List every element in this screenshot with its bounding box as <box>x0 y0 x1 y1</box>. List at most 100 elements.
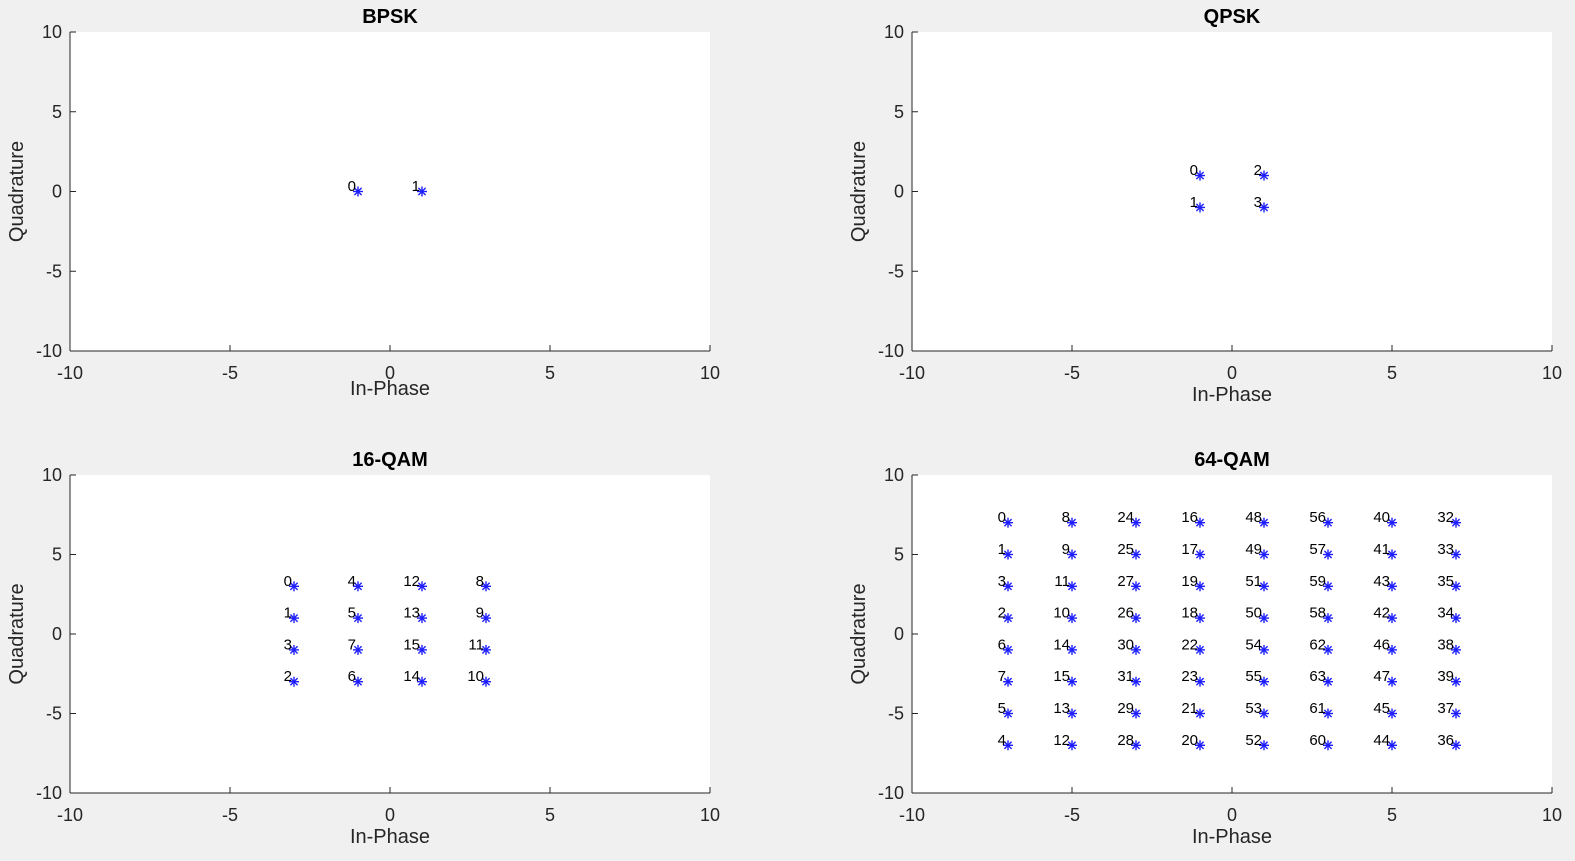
data-point <box>1323 644 1333 655</box>
point-label: 2 <box>284 668 292 685</box>
x-tick-label: 5 <box>545 805 555 825</box>
data-point <box>1387 676 1397 687</box>
point-label: 11 <box>1054 573 1070 590</box>
data-point <box>1259 740 1269 751</box>
point-label: 61 <box>1309 700 1326 717</box>
point-label: 54 <box>1245 636 1262 653</box>
point-label: 7 <box>998 668 1006 685</box>
subplot-0: -10 -5 0 5 10-10-50510BPSKIn-PhaseQuadrature… <box>6 6 720 400</box>
y-tick-label: 0 <box>894 624 904 644</box>
data-point <box>353 186 363 197</box>
point-label: 34 <box>1437 605 1454 622</box>
point-label: 44 <box>1373 732 1390 749</box>
data-point <box>289 676 299 687</box>
data-point <box>289 581 299 592</box>
chart-title: BPSK <box>362 6 418 28</box>
data-point <box>1003 517 1013 528</box>
data-point <box>1259 708 1269 719</box>
point-label: 48 <box>1245 509 1262 526</box>
point-label: 41 <box>1373 541 1390 558</box>
x-axis-label: In-Phase <box>350 378 430 400</box>
data-point <box>1451 517 1461 528</box>
data-point <box>1451 676 1461 687</box>
y-tick-label: -5 <box>46 261 62 281</box>
subplot-3: -10 -5 0 5 10-10-5051064-QAMIn-PhaseQuadratu… <box>848 449 1562 848</box>
point-label: 42 <box>1373 605 1390 622</box>
point-label: 58 <box>1309 605 1326 622</box>
x-axis-label: In-Phase <box>1192 826 1272 848</box>
point-label: 27 <box>1117 573 1134 590</box>
data-point <box>1323 676 1333 687</box>
point-label: 5 <box>998 700 1006 717</box>
point-label: 6 <box>348 668 356 685</box>
point-label: 4 <box>348 573 356 590</box>
point-label: 46 <box>1373 636 1390 653</box>
data-point <box>417 676 427 687</box>
point-label: 1 <box>412 178 420 195</box>
data-point <box>1323 581 1333 592</box>
axes-background <box>912 32 1552 351</box>
data-point <box>1451 740 1461 751</box>
data-point <box>1003 644 1013 655</box>
data-point <box>1323 517 1333 528</box>
data-point <box>1003 549 1013 560</box>
y-tick-label: 5 <box>894 102 904 122</box>
x-axis-label: In-Phase <box>1192 384 1272 406</box>
data-point <box>1067 644 1077 655</box>
x-tick-label: 10 <box>700 363 720 383</box>
data-point <box>1259 202 1269 213</box>
data-point <box>1387 644 1397 655</box>
x-tick-label: 10 <box>700 805 720 825</box>
point-label: 6 <box>998 636 1006 653</box>
chart-title: 16-QAM <box>352 449 428 471</box>
point-label: 25 <box>1117 541 1134 558</box>
data-point <box>481 581 491 592</box>
data-point <box>289 613 299 624</box>
data-point <box>1003 613 1013 624</box>
point-label: 29 <box>1117 700 1134 717</box>
point-label: 0 <box>1190 162 1198 179</box>
data-point <box>1003 740 1013 751</box>
subplot-2: -10 -5 0 5 10-10-5051016-QAMIn-PhaseQuadratu… <box>6 449 720 848</box>
data-point <box>1259 517 1269 528</box>
point-label: 56 <box>1309 509 1326 526</box>
data-point <box>1387 549 1397 560</box>
point-label: 63 <box>1309 668 1326 685</box>
point-label: 47 <box>1373 668 1390 685</box>
y-axis-label: Quadrature <box>6 141 28 242</box>
point-label: 10 <box>467 668 484 685</box>
data-point <box>1195 708 1205 719</box>
data-point <box>1195 202 1205 213</box>
data-point <box>1387 740 1397 751</box>
point-label: 26 <box>1117 605 1134 622</box>
data-point <box>1067 517 1077 528</box>
point-label: 0 <box>998 509 1006 526</box>
data-point <box>1259 613 1269 624</box>
data-point <box>481 613 491 624</box>
point-label: 17 <box>1181 541 1198 558</box>
data-point <box>1195 170 1205 181</box>
data-point <box>1003 581 1013 592</box>
point-label: 13 <box>403 605 420 622</box>
data-point <box>1195 517 1205 528</box>
point-label: 30 <box>1117 636 1134 653</box>
data-point <box>1067 613 1077 624</box>
x-tick-label: 5 <box>545 363 555 383</box>
point-label: 11 <box>468 636 484 653</box>
point-label: 43 <box>1373 573 1390 590</box>
data-point <box>289 644 299 655</box>
data-point <box>353 581 363 592</box>
point-label: 9 <box>476 605 484 622</box>
data-point <box>1259 581 1269 592</box>
x-tick-label: 10 <box>1542 805 1562 825</box>
data-point <box>1131 581 1141 592</box>
data-point <box>1067 708 1077 719</box>
point-label: 1 <box>1190 194 1198 211</box>
point-label: 32 <box>1437 509 1454 526</box>
y-tick-label: -5 <box>888 261 904 281</box>
point-label: 19 <box>1181 573 1198 590</box>
y-tick-label: 10 <box>42 22 62 42</box>
data-point <box>1323 613 1333 624</box>
subplot-1: -10 -5 0 5 10-10-50510QPSKIn-PhaseQuadrature… <box>848 6 1562 406</box>
data-point <box>1451 644 1461 655</box>
